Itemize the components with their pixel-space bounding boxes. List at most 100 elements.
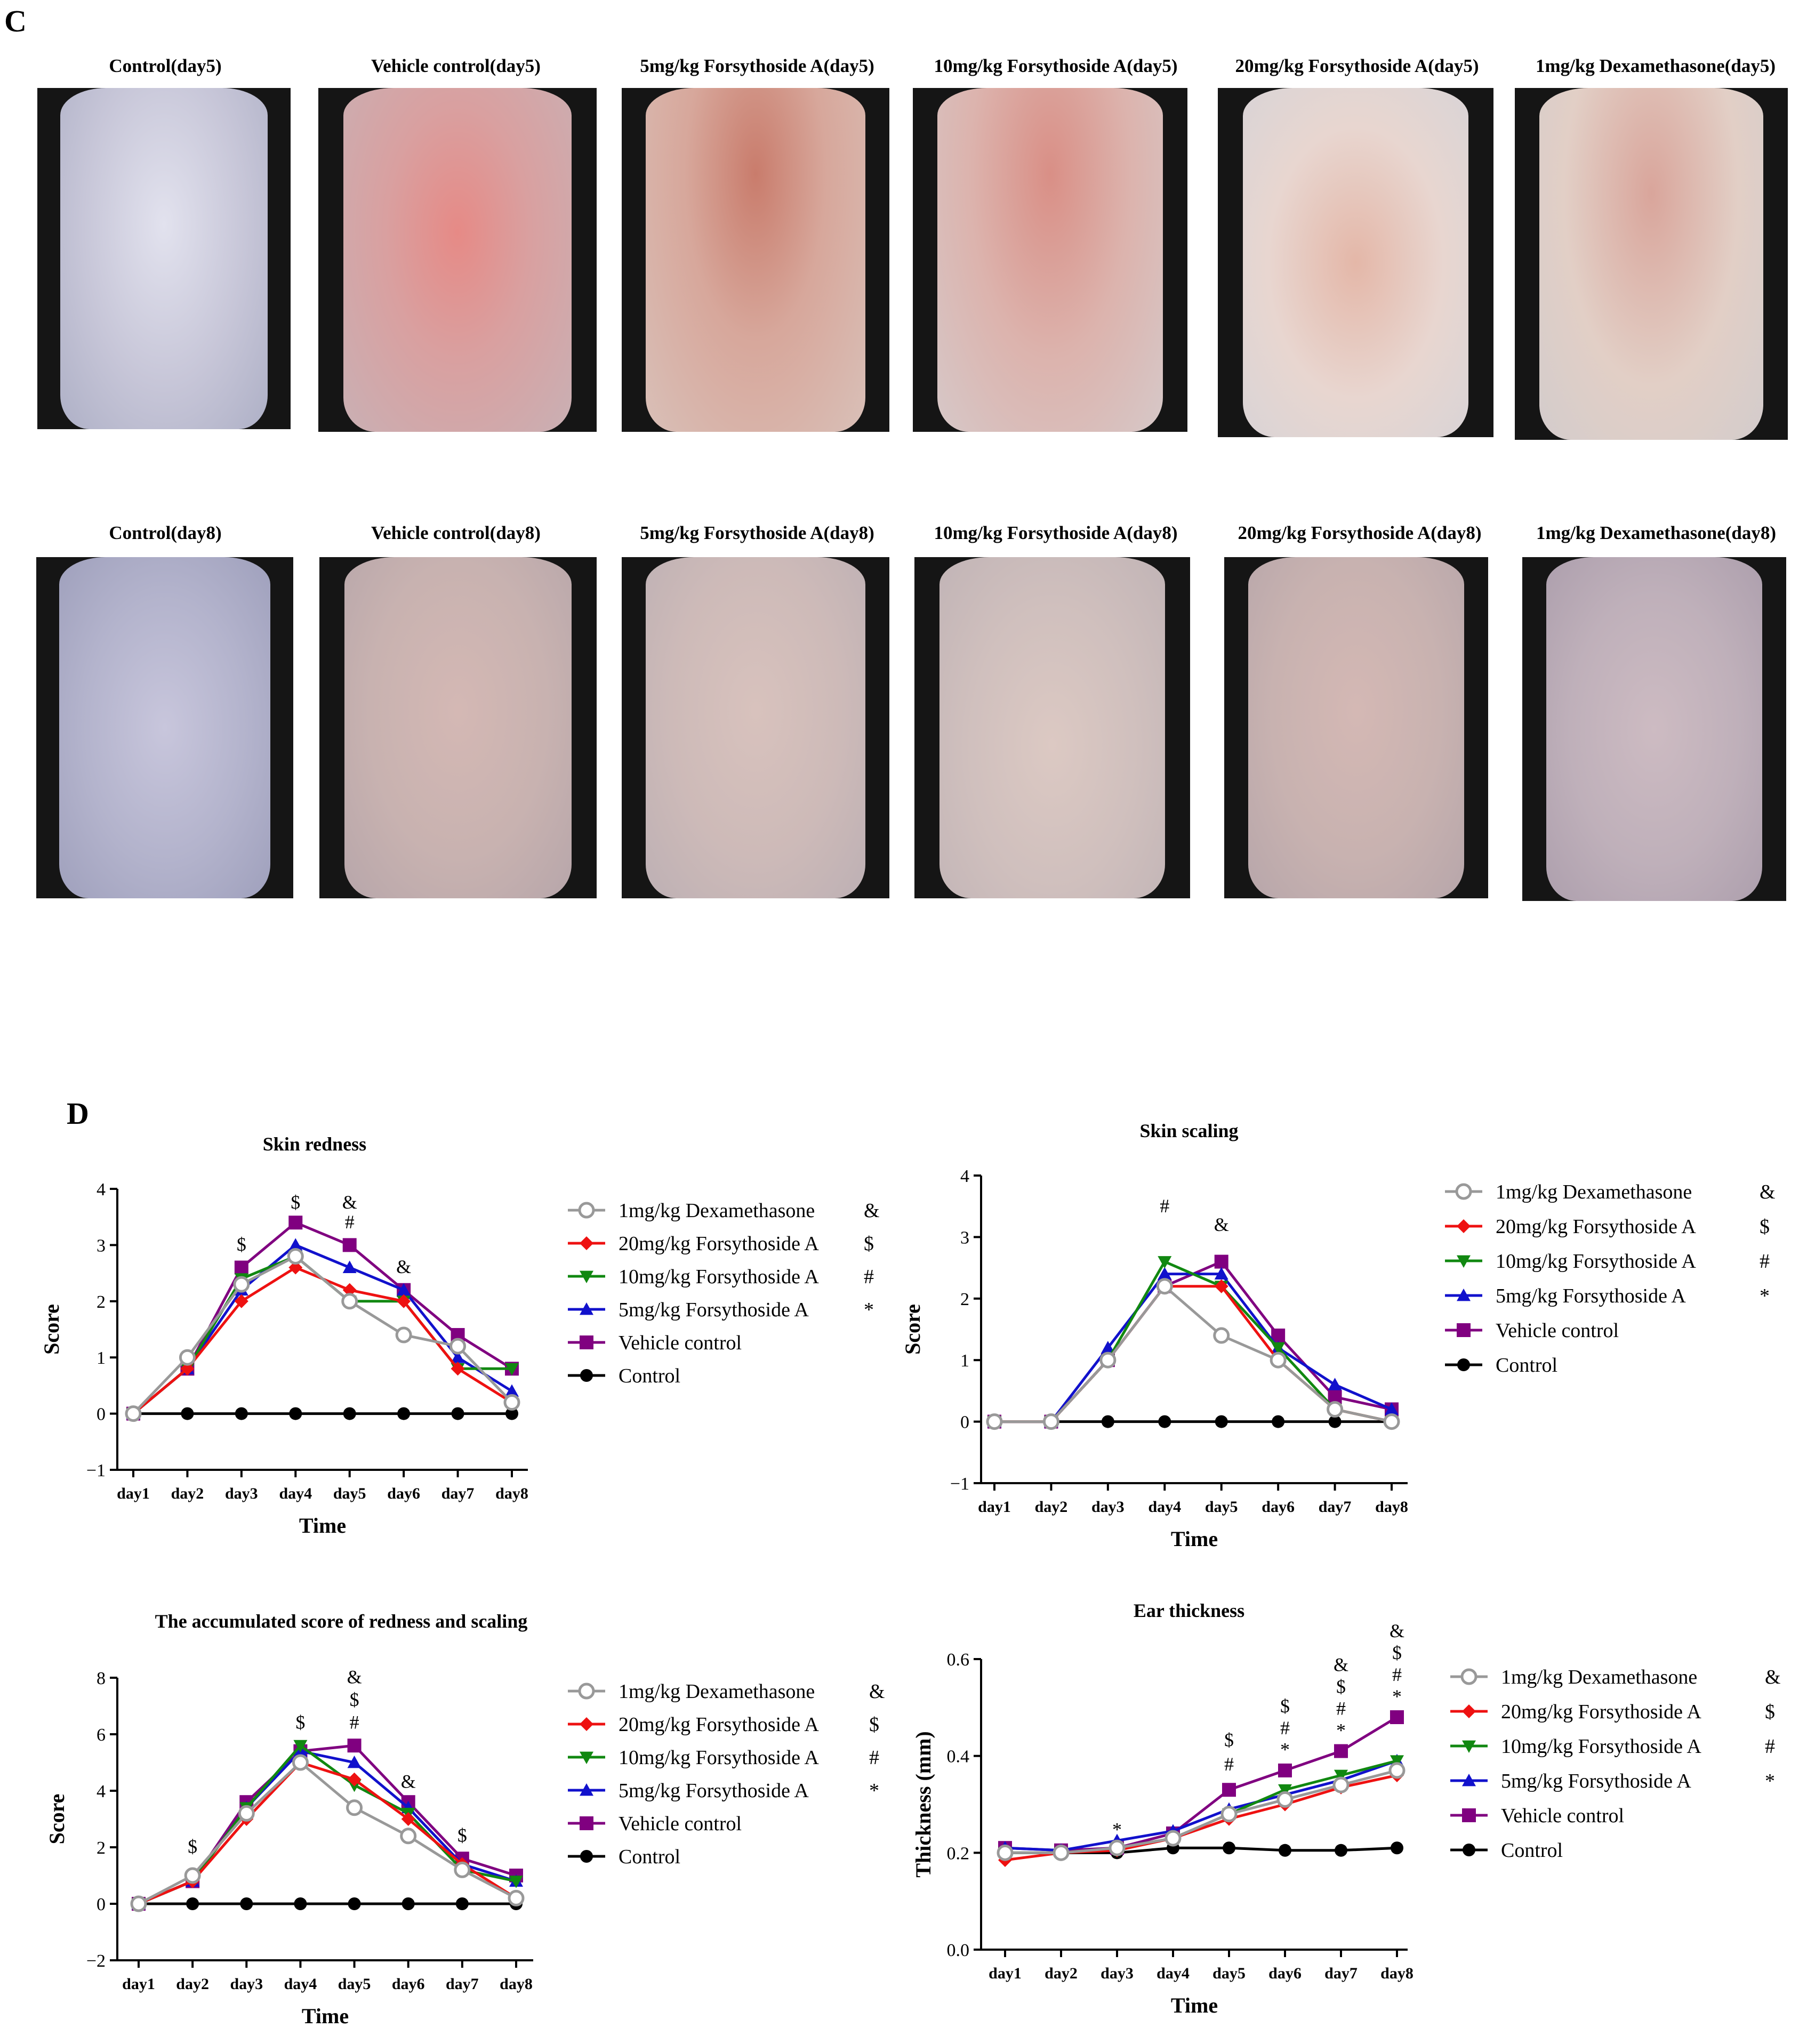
- legend-label: Vehicle control: [619, 1332, 742, 1354]
- significance-mark: &: [396, 1256, 411, 1277]
- x-tick-label: day3: [230, 1975, 263, 1993]
- data-point: [509, 1876, 523, 1888]
- x-tick-label: day8: [495, 1485, 528, 1502]
- legend-symbol: $: [1765, 1701, 1775, 1723]
- y-tick-label: −1: [86, 1461, 106, 1480]
- data-point: [401, 1812, 415, 1826]
- data-point: [454, 1861, 471, 1878]
- data-point: [179, 1349, 196, 1366]
- y-axis-label: Score: [39, 1304, 63, 1355]
- x-tick-label: day7: [446, 1975, 479, 1993]
- legend-label: Control: [619, 1846, 680, 1868]
- y-axis-label: Thickness (mm): [911, 1731, 935, 1877]
- data-point: [1462, 1808, 1476, 1822]
- panel-c-label: C: [4, 4, 27, 38]
- photo-title: 5mg/kg Forsythoside A(day5): [640, 55, 874, 76]
- data-point: [130, 1895, 147, 1912]
- x-axis-label: Time: [1171, 1527, 1218, 1551]
- data-point: [1271, 1342, 1286, 1355]
- legend-symbol: &: [864, 1200, 880, 1222]
- data-point: [1156, 1278, 1173, 1295]
- x-tick-label: day5: [1212, 1965, 1246, 1982]
- data-point: [1053, 1844, 1070, 1861]
- data-point: [451, 1362, 465, 1376]
- significance-mark: #: [1160, 1195, 1169, 1217]
- data-point: [1460, 1668, 1477, 1685]
- legend-label: 1mg/kg Dexamethasone: [1501, 1666, 1697, 1688]
- legend-symbol: #: [1765, 1735, 1775, 1758]
- y-tick-label: 4: [960, 1166, 969, 1186]
- data-point: [1270, 1351, 1287, 1369]
- legend-symbol: #: [869, 1747, 879, 1769]
- legend-label: Vehicle control: [1501, 1805, 1624, 1827]
- y-tick-label: 6: [97, 1725, 106, 1745]
- skin-scaling-chart: −1 0 1 2 3 4 day1 day2 day3 day4 day5 day6 day7 day8 T…: [901, 1166, 1776, 1551]
- y-tick-label: 4: [97, 1180, 106, 1200]
- legend-symbol: *: [864, 1299, 874, 1321]
- data-point: [1334, 1744, 1348, 1758]
- data-point: [234, 1294, 248, 1308]
- data-point: [580, 1751, 593, 1764]
- data-point: [1276, 1791, 1294, 1808]
- data-point: [1099, 1351, 1117, 1369]
- legend-label: 10mg/kg Forsythoside A: [619, 1747, 819, 1769]
- x-tick-label: day6: [1268, 1965, 1302, 1982]
- data-point: [1215, 1415, 1228, 1428]
- x-tick-label: day3: [225, 1485, 258, 1502]
- skin-photo-5mg-day8: [622, 557, 889, 898]
- data-point: [503, 1394, 520, 1411]
- photo-title: 20mg/kg Forsythoside A(day5): [1235, 55, 1479, 76]
- data-point: [233, 1276, 250, 1293]
- legend-symbol: *: [1765, 1770, 1775, 1792]
- data-point: [1390, 1755, 1404, 1768]
- x-tick-label: day5: [333, 1485, 366, 1502]
- data-point: [341, 1293, 358, 1310]
- accumulated-score-chart: −2 0 2 4 6 8 day1 day2 day3 day4 day5 day6 day7 day8 T…: [45, 1667, 885, 2028]
- significance-mark: $: [291, 1192, 300, 1213]
- photo-title: Vehicle control(day8): [371, 522, 541, 543]
- y-tick-label: 0.4: [947, 1747, 970, 1767]
- legend-symbol: $: [869, 1713, 879, 1736]
- data-point: [1457, 1255, 1471, 1268]
- data-point: [1222, 1783, 1236, 1797]
- legend-symbol: &: [869, 1680, 885, 1703]
- data-point: [401, 1897, 415, 1910]
- data-point: [235, 1407, 248, 1420]
- data-point: [505, 1407, 518, 1420]
- chart-title: The accumulated score of redness and sca…: [155, 1611, 528, 1632]
- significance-mark: &: [1390, 1621, 1404, 1641]
- data-point: [347, 1739, 362, 1753]
- x-tick-label: day7: [1319, 1498, 1352, 1516]
- x-tick-label: day1: [989, 1965, 1022, 1982]
- data-point: [580, 1717, 593, 1731]
- data-point: [449, 1338, 467, 1355]
- data-point: [1214, 1279, 1228, 1293]
- legend-symbol: #: [864, 1266, 874, 1288]
- data-point: [451, 1350, 465, 1363]
- skin-photo-20mg-day5: [1218, 88, 1493, 437]
- data-point: [1213, 1327, 1230, 1344]
- data-point: [346, 1799, 363, 1816]
- x-tick-label: day4: [1148, 1498, 1181, 1516]
- x-tick-label: day2: [1035, 1498, 1068, 1516]
- x-tick-label: day1: [122, 1975, 155, 1993]
- significance-mark: &: [1214, 1214, 1229, 1235]
- data-point: [1214, 1254, 1228, 1269]
- data-point: [342, 1238, 357, 1252]
- x-tick-label: day2: [1045, 1965, 1078, 1982]
- y-tick-label: 0: [97, 1895, 106, 1914]
- data-point: [578, 1683, 595, 1700]
- data-point: [234, 1260, 248, 1275]
- data-point: [294, 1897, 307, 1910]
- data-point: [1223, 1841, 1235, 1855]
- legend-symbol: #: [1760, 1250, 1770, 1273]
- data-point: [125, 1405, 142, 1422]
- y-tick-label: 3: [97, 1236, 106, 1256]
- legend-symbol: *: [1760, 1285, 1770, 1307]
- y-tick-label: 2: [97, 1838, 106, 1858]
- series-line: [138, 1761, 517, 1905]
- legend-symbol: &: [1760, 1181, 1776, 1203]
- data-point: [186, 1897, 199, 1910]
- skin-photo-vehicle-day5: [318, 88, 597, 432]
- data-point: [1158, 1267, 1172, 1280]
